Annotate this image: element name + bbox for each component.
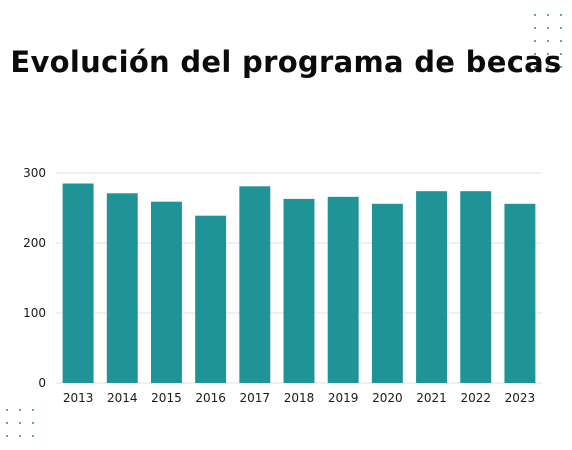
y-tick-label: 0	[38, 376, 46, 390]
bar-2022	[460, 191, 492, 383]
decorative-dot	[32, 409, 34, 411]
x-tick-label: 2022	[460, 391, 491, 405]
decorative-dot	[32, 435, 34, 437]
decorative-dot	[534, 14, 536, 16]
decorative-dot	[560, 40, 562, 42]
bar-2023	[504, 203, 536, 383]
bar-2019	[327, 196, 359, 383]
x-tick-label: 2014	[107, 391, 138, 405]
bar-2016	[195, 215, 227, 383]
x-tick-label: 2018	[284, 391, 315, 405]
decorative-dot	[560, 66, 562, 68]
y-axis: 0 100 200 300	[23, 166, 46, 390]
chart-title: Evolución del programa de becas	[10, 45, 562, 79]
y-tick-label: 200	[23, 236, 46, 250]
decorative-dot	[32, 422, 34, 424]
bar-2014	[106, 193, 138, 383]
y-tick-label: 300	[23, 166, 46, 180]
decorative-dot	[560, 27, 562, 29]
decorative-dot	[19, 435, 21, 437]
decorative-dot	[534, 27, 536, 29]
x-tick-label: 2013	[63, 391, 94, 405]
decorative-dot	[19, 409, 21, 411]
decorative-dot	[534, 66, 536, 68]
decorative-dot	[19, 422, 21, 424]
bar-2021	[416, 191, 448, 383]
decorative-dot	[6, 435, 8, 437]
y-tick-label: 100	[23, 306, 46, 320]
decorative-dot	[534, 53, 536, 55]
decorative-dot	[6, 422, 8, 424]
decorative-dot	[547, 66, 549, 68]
decorative-dot	[560, 14, 562, 16]
bar-2013	[62, 183, 94, 383]
bar-2015	[150, 201, 182, 383]
x-tick-label: 2023	[505, 391, 536, 405]
bar-2020	[371, 203, 403, 383]
x-tick-label: 2015	[151, 391, 182, 405]
x-tick-label: 2019	[328, 391, 359, 405]
x-tick-label: 2020	[372, 391, 403, 405]
decorative-dot	[547, 14, 549, 16]
decorative-dot	[560, 53, 562, 55]
decorative-dot	[547, 27, 549, 29]
x-tick-label: 2017	[240, 391, 271, 405]
x-tick-label: 2021	[416, 391, 447, 405]
decorative-dot	[547, 40, 549, 42]
decorative-dot	[6, 409, 8, 411]
bar-2017	[239, 186, 271, 383]
bar-2018	[283, 198, 315, 383]
x-tick-label: 2016	[195, 391, 226, 405]
x-axis: 2013 2014 2015 2016 2017 2018 2019 2020 2021 2022…	[63, 391, 535, 405]
decorative-dot	[547, 53, 549, 55]
bars	[62, 183, 536, 383]
decorative-dot	[534, 40, 536, 42]
